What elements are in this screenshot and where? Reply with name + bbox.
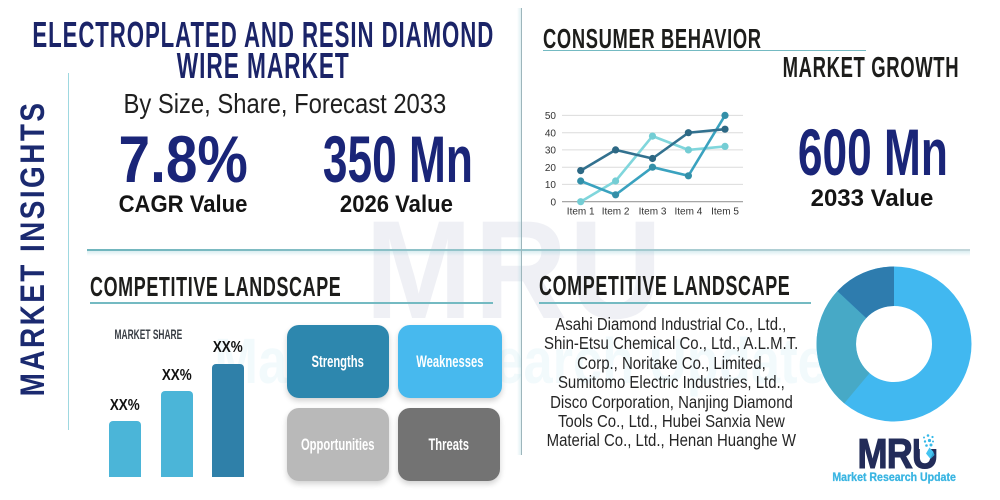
svg-text:Item 2: Item 2 (602, 207, 630, 218)
svg-text:0: 0 (550, 197, 556, 208)
svg-text:Item 3: Item 3 (639, 207, 667, 218)
svg-text:40: 40 (545, 128, 557, 139)
svg-text:10: 10 (545, 180, 557, 191)
svg-text:30: 30 (545, 146, 557, 157)
svg-text:50: 50 (545, 111, 557, 122)
svg-text:Item 1: Item 1 (567, 207, 595, 218)
svg-text:Item 5: Item 5 (711, 207, 739, 218)
svg-text:20: 20 (545, 163, 557, 174)
svg-text:Item 4: Item 4 (675, 207, 703, 218)
